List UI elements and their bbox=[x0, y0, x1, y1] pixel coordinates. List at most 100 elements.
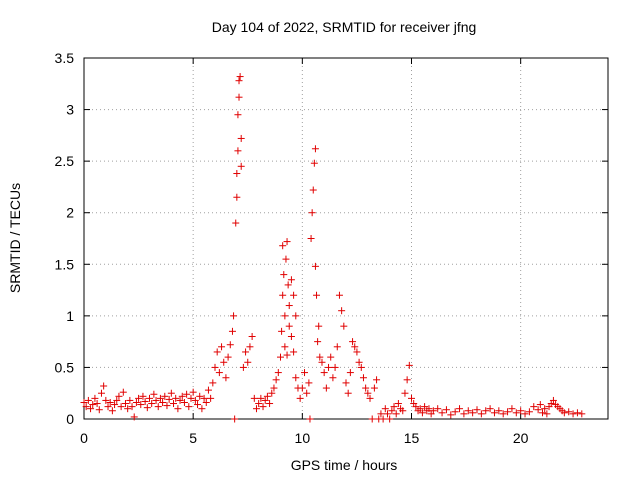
data-point bbox=[274, 369, 282, 377]
data-point bbox=[283, 238, 291, 246]
data-point bbox=[102, 396, 110, 404]
data-point bbox=[512, 409, 520, 417]
data-point bbox=[495, 407, 503, 415]
data-point bbox=[316, 353, 324, 361]
data-point bbox=[87, 405, 95, 413]
data-point bbox=[139, 392, 147, 400]
data-point bbox=[100, 382, 108, 390]
data-point bbox=[359, 374, 367, 382]
data-point bbox=[311, 145, 319, 153]
data-point bbox=[178, 392, 186, 400]
data-point bbox=[504, 408, 512, 416]
data-point bbox=[146, 394, 153, 402]
data-point bbox=[517, 407, 525, 415]
data-point bbox=[309, 186, 317, 194]
data-point bbox=[490, 409, 498, 417]
data-point bbox=[401, 389, 409, 397]
data-point bbox=[121, 400, 129, 408]
data-point bbox=[281, 312, 289, 320]
data-point bbox=[148, 400, 156, 408]
data-point bbox=[187, 394, 195, 402]
data-point bbox=[392, 410, 400, 418]
data-point bbox=[270, 384, 278, 392]
data-point bbox=[143, 404, 151, 412]
data-point bbox=[282, 255, 290, 263]
data-point bbox=[261, 396, 269, 404]
data-point bbox=[388, 407, 396, 415]
plot-frame bbox=[83, 57, 609, 420]
data-point bbox=[353, 348, 361, 356]
y-tick-label: 0.5 bbox=[55, 359, 75, 375]
data-point bbox=[338, 307, 346, 315]
data-point bbox=[383, 410, 391, 418]
data-point bbox=[234, 147, 242, 155]
y-tick-label: 3.5 bbox=[55, 50, 75, 66]
data-point bbox=[252, 405, 260, 413]
data-point bbox=[248, 332, 256, 340]
data-point bbox=[421, 403, 429, 411]
data-point bbox=[296, 394, 304, 402]
data-point bbox=[306, 415, 314, 423]
data-point bbox=[560, 409, 568, 417]
data-point bbox=[278, 327, 286, 335]
data-point bbox=[434, 405, 442, 413]
data-point bbox=[412, 403, 420, 411]
data-point bbox=[209, 379, 217, 387]
data-point bbox=[311, 262, 319, 270]
data-point bbox=[536, 401, 544, 409]
data-point bbox=[104, 403, 112, 411]
data-point bbox=[373, 376, 381, 384]
data-point bbox=[573, 409, 581, 417]
data-point bbox=[163, 402, 171, 410]
data-point bbox=[161, 392, 169, 400]
data-point bbox=[263, 392, 271, 400]
data-point bbox=[403, 376, 411, 384]
data-point bbox=[322, 384, 330, 392]
data-point bbox=[284, 281, 292, 289]
y-tick-label: 2.5 bbox=[55, 153, 75, 169]
data-point bbox=[220, 358, 228, 366]
x-tick-label: 20 bbox=[513, 430, 529, 446]
data-point bbox=[325, 363, 333, 371]
data-point bbox=[370, 384, 378, 392]
data-point bbox=[477, 410, 485, 418]
data-point bbox=[301, 369, 309, 377]
data-point bbox=[228, 327, 236, 335]
data-point bbox=[213, 348, 221, 356]
data-point bbox=[499, 410, 507, 418]
data-point bbox=[117, 403, 125, 411]
data-point bbox=[244, 358, 252, 366]
data-point bbox=[405, 361, 413, 369]
data-point bbox=[416, 405, 424, 413]
data-point bbox=[152, 396, 160, 404]
data-point bbox=[218, 343, 226, 351]
data-point bbox=[119, 388, 127, 396]
data-point bbox=[255, 400, 263, 408]
data-point bbox=[141, 397, 149, 405]
data-point bbox=[277, 353, 284, 361]
data-point bbox=[80, 398, 88, 406]
data-point bbox=[132, 398, 140, 406]
data-point bbox=[230, 312, 238, 320]
y-tick-label: 1.5 bbox=[55, 256, 75, 272]
data-point bbox=[534, 406, 542, 414]
data-point bbox=[95, 406, 103, 414]
data-point bbox=[379, 415, 387, 423]
data-point bbox=[115, 392, 123, 400]
data-point bbox=[204, 386, 212, 394]
data-point bbox=[349, 338, 357, 346]
data-point bbox=[344, 389, 352, 397]
data-point bbox=[469, 409, 477, 417]
data-point bbox=[327, 353, 335, 361]
data-point bbox=[399, 407, 407, 415]
data-point bbox=[235, 77, 243, 85]
data-point bbox=[541, 405, 549, 413]
data-point bbox=[279, 242, 287, 250]
data-point bbox=[521, 410, 529, 418]
data-point bbox=[200, 394, 208, 402]
data-point bbox=[298, 384, 306, 392]
data-point bbox=[315, 322, 323, 330]
data-point bbox=[438, 409, 446, 417]
data-point bbox=[364, 389, 372, 397]
